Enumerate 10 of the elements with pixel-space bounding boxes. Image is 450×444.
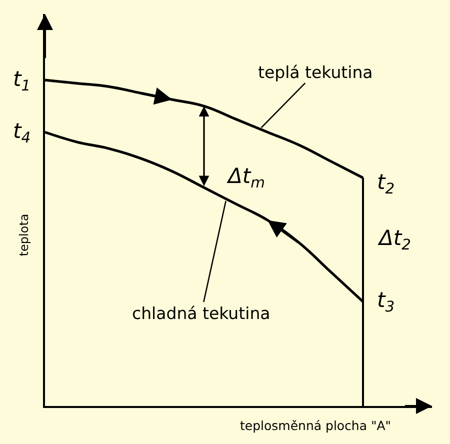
y-axis-title: teplota — [17, 214, 32, 256]
annotation: t$_{4}$ — [13, 119, 31, 146]
annotation: t$_{1}$ — [13, 67, 31, 94]
annotation: Δt$_{m}$ — [226, 164, 265, 192]
text: chladná tekutina — [132, 304, 270, 323]
text: teplá tekutina — [258, 63, 373, 82]
x-axis-title: teplosměnná plocha "A" — [240, 418, 392, 433]
text: Δt$_{2}$ — [377, 226, 411, 254]
annotation: t$_{3}$ — [377, 288, 395, 316]
annotation: t$_{2}$ — [377, 170, 395, 198]
